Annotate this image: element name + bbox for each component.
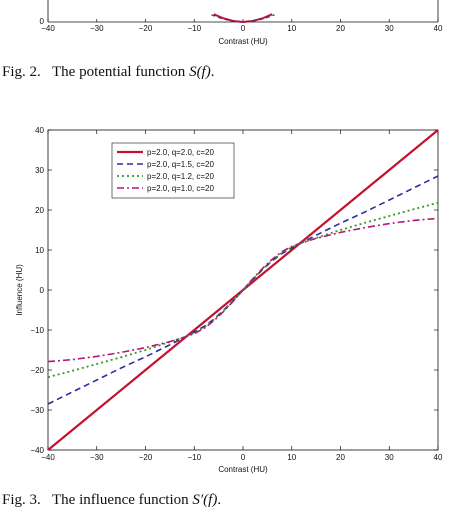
legend-label-2: p=2.0, q=1.5, c=20 [147,160,214,169]
series-line-3 [47,201,439,379]
series-line-4 [47,217,439,363]
y-tick-label: −40 [30,446,44,455]
top-x-tick-label: 40 [434,24,443,33]
y-tick-label: 40 [35,126,44,135]
caption-fig2-math: S(f) [189,64,211,80]
x-tick-label: 20 [336,453,345,462]
potential-plot-fragment: 0 −40 −30 −20 −10 0 10 20 30 40 Contrast (HU) [40,0,443,46]
y-tick-label: 20 [35,206,44,215]
caption-fig2-label: Fig. 2. [2,64,41,80]
y-tick-label: −20 [30,366,44,375]
x-tick-label: 40 [434,453,443,462]
y-axis-label: Influence (HU) [15,264,24,316]
top-x-tick-label: 20 [336,24,345,33]
caption-fig2: Fig. 2. The potential function S(f). [2,64,214,81]
x-tick-label: −20 [139,453,153,462]
x-tick-label: 0 [241,453,246,462]
caption-fig2-text: The potential function [52,64,190,80]
x-tick-label: −30 [90,453,104,462]
caption-fig3: Fig. 3. The influence function S′(f). [2,492,221,509]
x-tick-label: −10 [187,453,201,462]
top-x-tick-label: 30 [385,24,394,33]
y-tick-label: 0 [40,286,45,295]
legend-label-1: p=2.0, q=2.0, c=20 [147,148,214,157]
top-series-line [213,13,273,24]
top-x-tick-label: −20 [139,24,153,33]
top-x-axis-label: Contrast (HU) [218,37,268,46]
top-y-tick-label: 0 [40,17,45,26]
caption-fig3-end: . [217,492,222,508]
x-tick-label: 10 [287,453,296,462]
y-tick-label: 30 [35,166,44,175]
x-axis-label: Contrast (HU) [218,465,268,474]
legend: p=2.0, q=2.0, c=20 p=2.0, q=1.5, c=20 p=2.… [111,142,235,199]
x-tick-label: 30 [385,453,394,462]
top-x-tick-label: −30 [90,24,104,33]
top-x-tick-label: −10 [187,24,201,33]
caption-fig3-label: Fig. 3. [2,492,41,508]
legend-label-3: p=2.0, q=1.2, c=20 [147,172,214,181]
top-x-tick-label: 0 [241,24,246,33]
influence-plot: −40 −30 −20 −10 0 10 20 30 40 −40 −30 −20 −10 0 10 20 3… [15,126,443,474]
top-x-tick-label: 10 [287,24,296,33]
legend-label-4: p=2.0, q=1.0, c=20 [147,184,214,193]
caption-fig3-text: The influence function [52,492,193,508]
y-tick-label: −10 [30,326,44,335]
caption-fig3-math: S′(f) [192,492,218,508]
y-tick-label: 10 [35,246,44,255]
top-x-tick-label: −40 [41,24,55,33]
y-tick-label: −30 [30,406,44,415]
caption-fig2-end: . [210,64,215,80]
x-tick-label: −40 [41,453,55,462]
